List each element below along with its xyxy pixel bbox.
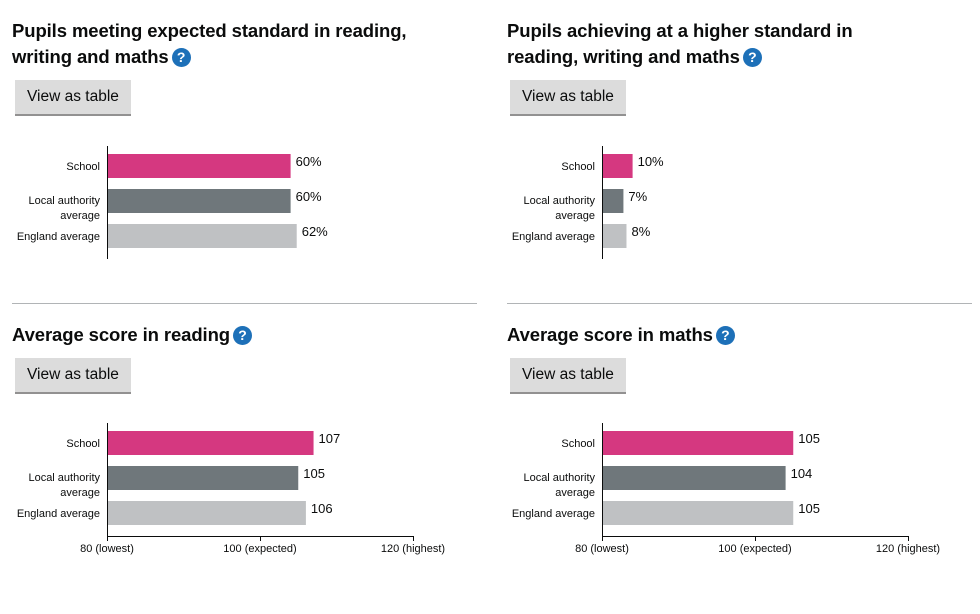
panel-title: Pupils meeting expected standard in read…	[12, 20, 407, 67]
category-label-england-average: England average	[512, 231, 595, 243]
category-label-local-authority-average: Local authority	[523, 472, 595, 484]
category-label-school: School	[66, 161, 100, 173]
help-icon[interactable]: ?	[171, 48, 191, 67]
value-label-school: 10%	[638, 154, 664, 169]
category-label-local-authority-average: average	[60, 487, 100, 499]
bar-england-average	[107, 224, 297, 248]
category-label-england-average: England average	[17, 508, 100, 520]
view-as-table-button[interactable]: View as table	[15, 358, 131, 394]
bar-local-authority-average	[107, 466, 299, 490]
category-label-school: School	[66, 438, 100, 450]
chart-panel-higher-standard: Pupils achieving at a higher standard in…	[507, 18, 972, 259]
bar-school	[602, 154, 633, 178]
x-tick-label: 80 (lowest)	[575, 543, 629, 555]
value-label-school: 60%	[296, 154, 322, 169]
section-divider	[507, 303, 972, 304]
value-label-england-average: 105	[798, 501, 820, 516]
value-label-school: 107	[319, 431, 341, 446]
x-tick-label: 120 (highest)	[876, 543, 940, 555]
value-label-england-average: 106	[311, 501, 333, 516]
category-label-england-average: England average	[17, 231, 100, 243]
bar-chart: 107 School 105 Local authority average 106 Eng…	[17, 423, 445, 555]
x-tick-label: 100 (expected)	[718, 543, 791, 555]
value-label-england-average: 8%	[631, 224, 650, 239]
chart-panel-expected-standard: Pupils meeting expected standard in read…	[12, 18, 477, 259]
category-label-local-authority-average: Local authority	[523, 195, 595, 207]
panel-title: Average score in maths?	[507, 322, 972, 348]
bar-england-average	[602, 501, 794, 525]
value-label-local-authority-average: 105	[303, 466, 325, 481]
bar-school	[602, 431, 794, 455]
bar-school	[107, 154, 291, 178]
category-label-local-authority-average: average	[555, 210, 595, 222]
value-label-local-authority-average: 104	[791, 466, 813, 481]
category-label-local-authority-average: average	[60, 210, 100, 222]
view-as-table-button[interactable]: View as table	[510, 80, 626, 116]
help-icon[interactable]: ?	[232, 326, 252, 345]
bar-local-authority-average	[107, 189, 291, 213]
x-tick-label: 120 (highest)	[381, 543, 445, 555]
bar-chart: 105 School 104 Local authority average 105 Eng…	[512, 423, 940, 555]
category-label-local-authority-average: Local authority	[28, 195, 100, 207]
x-tick-label: 100 (expected)	[223, 543, 296, 555]
value-label-school: 105	[798, 431, 820, 446]
bar-school	[107, 431, 314, 455]
panel-title: Pupils achieving at a higher standard in…	[507, 20, 853, 67]
panel-title: Average score in reading?	[12, 322, 477, 348]
value-label-local-authority-average: 60%	[296, 189, 322, 204]
help-icon[interactable]: ?	[715, 326, 735, 345]
category-label-school: School	[561, 161, 595, 173]
bar-england-average	[107, 501, 306, 525]
view-as-table-button[interactable]: View as table	[15, 80, 131, 116]
section-divider	[12, 303, 477, 304]
value-label-local-authority-average: 7%	[628, 189, 647, 204]
category-label-england-average: England average	[512, 508, 595, 520]
chart-panel-maths-score: Average score in maths? View as table 10…	[507, 322, 972, 555]
x-tick-label: 80 (lowest)	[80, 543, 134, 555]
bar-local-authority-average	[602, 189, 624, 213]
bar-chart: 60% School 60% Local authority average 62% Eng…	[17, 146, 328, 259]
category-label-school: School	[561, 438, 595, 450]
category-label-local-authority-average: Local authority	[28, 472, 100, 484]
bar-chart: 10% School 7% Local authority average 8% Engla…	[512, 146, 664, 259]
category-label-local-authority-average: average	[555, 487, 595, 499]
view-as-table-button[interactable]: View as table	[510, 358, 626, 394]
value-label-england-average: 62%	[302, 224, 328, 239]
bar-local-authority-average	[602, 466, 786, 490]
help-icon[interactable]: ?	[742, 48, 762, 67]
chart-panel-reading-score: Average score in reading? View as table …	[12, 322, 477, 555]
bar-england-average	[602, 224, 627, 248]
